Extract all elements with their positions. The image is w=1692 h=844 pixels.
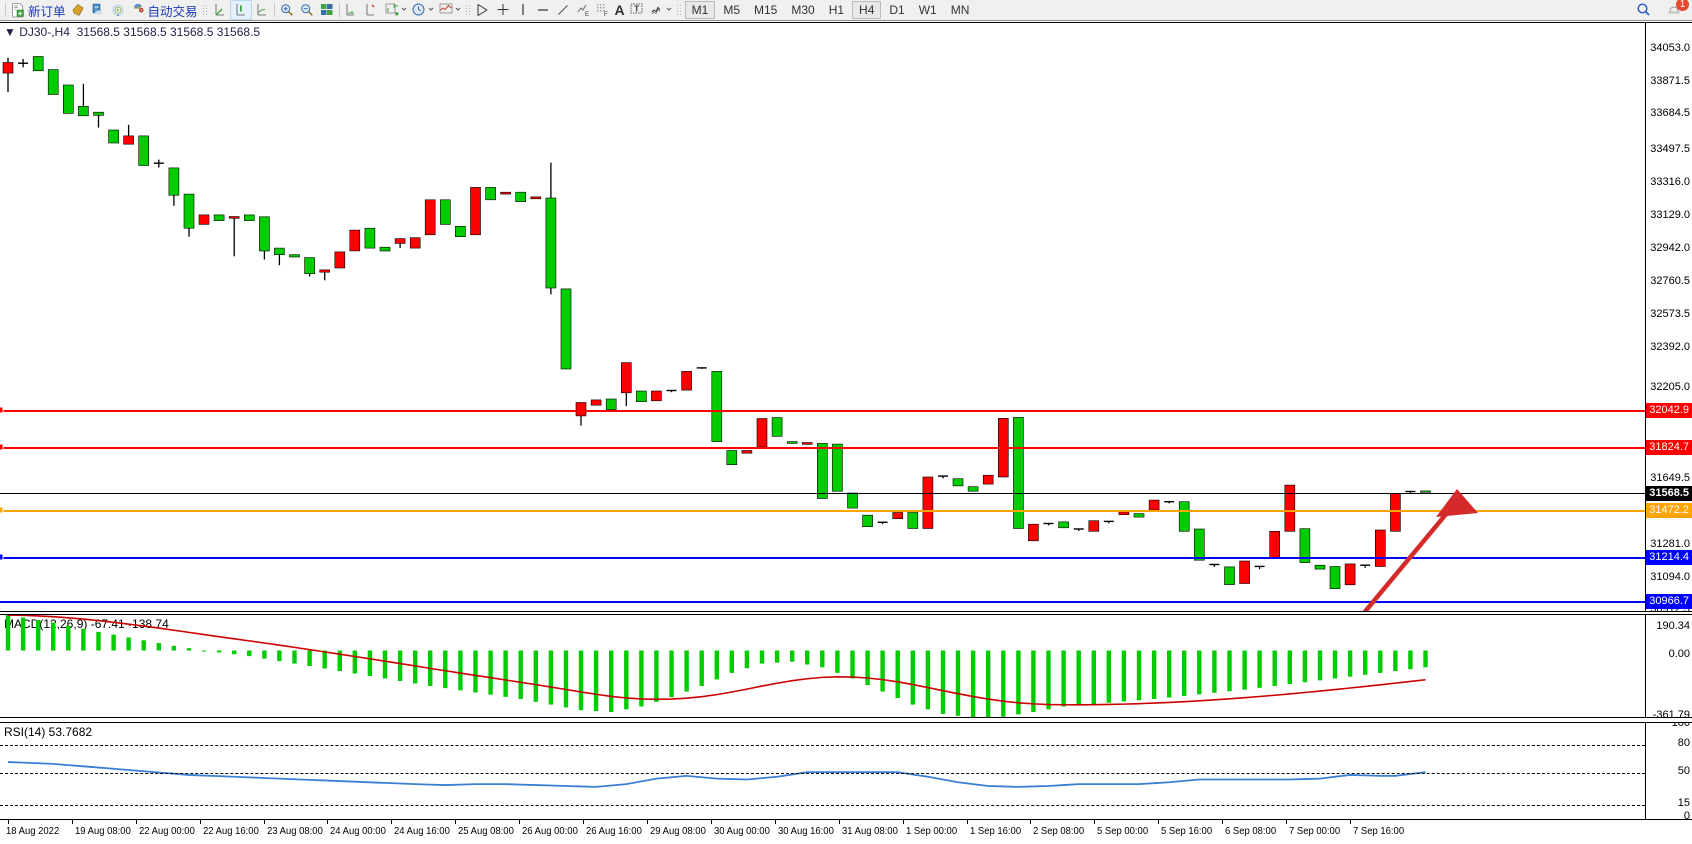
- svg-text:T: T: [634, 5, 639, 14]
- svg-text:F: F: [604, 12, 608, 18]
- svg-text:E: E: [585, 12, 589, 18]
